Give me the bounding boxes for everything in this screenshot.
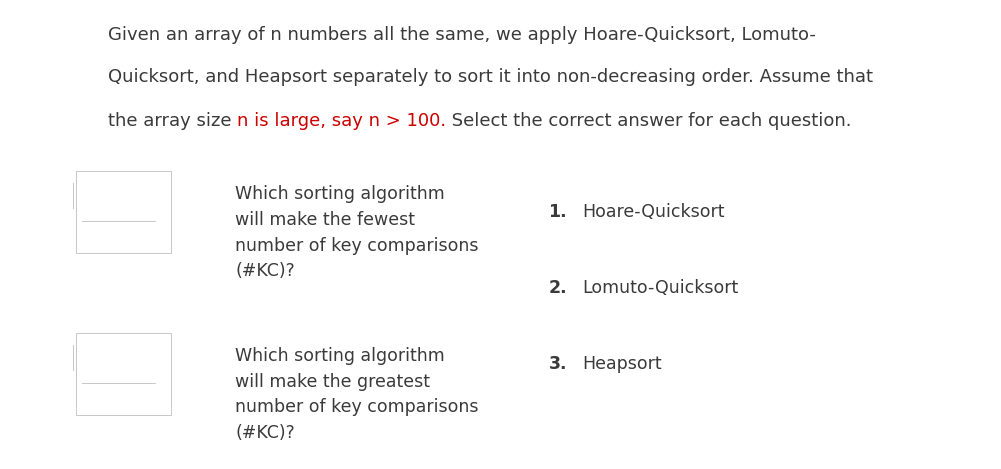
Text: 2.: 2. xyxy=(549,280,568,297)
Text: Given an array of n numbers all the same, we apply Hoare-Quicksort, Lomuto-: Given an array of n numbers all the same… xyxy=(108,26,816,44)
Text: Hoare-Quicksort: Hoare-Quicksort xyxy=(583,203,725,221)
Text: n is large, say n > 100.: n is large, say n > 100. xyxy=(237,112,446,129)
Text: the array size: the array size xyxy=(108,112,237,129)
Text: Lomuto-Quicksort: Lomuto-Quicksort xyxy=(583,280,739,297)
Text: Which sorting algorithm
will make the greatest
number of key comparisons
(#KC)?: Which sorting algorithm will make the gr… xyxy=(235,347,478,442)
Text: Which sorting algorithm
will make the fewest
number of key comparisons
(#KC)?: Which sorting algorithm will make the fe… xyxy=(235,185,478,280)
Text: Select the correct answer for each question.: Select the correct answer for each quest… xyxy=(446,112,852,129)
Text: 1.: 1. xyxy=(549,203,568,221)
Text: 3.: 3. xyxy=(549,356,567,373)
Text: Heapsort: Heapsort xyxy=(583,356,663,373)
Text: Quicksort, and Heapsort separately to sort it into non-decreasing order. Assume : Quicksort, and Heapsort separately to so… xyxy=(108,68,873,86)
